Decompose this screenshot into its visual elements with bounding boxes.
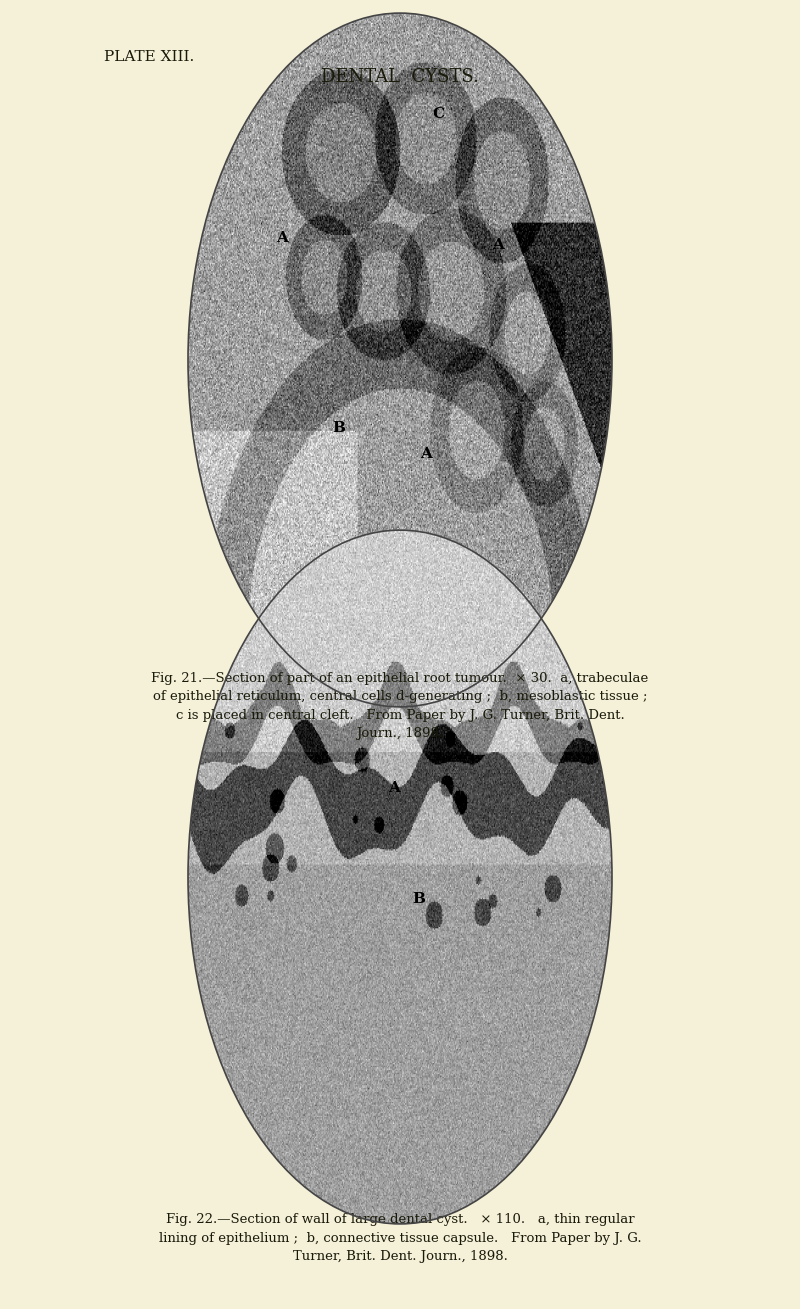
Text: A: A (276, 232, 288, 245)
Text: A: A (420, 448, 432, 461)
Text: A: A (388, 781, 400, 795)
Text: DENTAL  CYSTS.: DENTAL CYSTS. (321, 68, 479, 86)
Text: B: B (332, 421, 345, 435)
Text: C: C (432, 107, 444, 120)
Text: PLATE XIII.: PLATE XIII. (104, 50, 194, 64)
Text: Fig. 22.—Section of wall of large dental cyst.   × 110.   a, thin regular
lining: Fig. 22.—Section of wall of large dental… (158, 1213, 642, 1263)
Text: B: B (412, 893, 425, 906)
Text: A: A (492, 238, 504, 251)
Text: Fig. 21.—Section of part of an epithelial root tumour.  × 30.  a, trabeculae
of : Fig. 21.—Section of part of an epithelia… (151, 672, 649, 740)
